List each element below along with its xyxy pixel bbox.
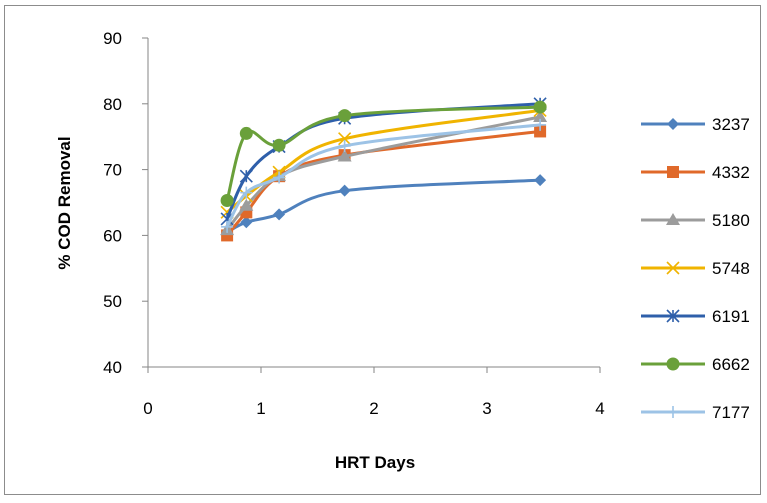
legend-label: 5748 [712, 259, 750, 278]
legend-marker [666, 213, 680, 225]
y-tick-label: 80 [103, 95, 122, 114]
y-axis-title: % COD Removal [55, 136, 74, 269]
legend-entry-4332: 4332 [641, 163, 750, 182]
legend-marker [666, 357, 680, 371]
data-point [534, 118, 547, 131]
legend-label: 7177 [712, 403, 750, 422]
x-tick-label: 4 [595, 399, 604, 418]
data-point [534, 125, 547, 138]
series-line [226, 178, 541, 234]
legend-label: 6662 [712, 355, 750, 374]
data-point [221, 220, 234, 233]
data-point [239, 198, 254, 211]
legend-label: 4332 [712, 163, 750, 182]
legend: 3237 4332 5180 5748 6191 6662 7177 [641, 115, 750, 422]
data-point [239, 169, 253, 183]
data-point [534, 174, 547, 187]
data-point [273, 208, 286, 221]
data-point [533, 109, 548, 122]
series-3237 [221, 174, 547, 239]
legend-marker [667, 166, 679, 178]
legend-entry-5180: 5180 [641, 211, 750, 230]
y-tick-label: 90 [103, 29, 122, 48]
legend-marker [666, 261, 680, 275]
legend-entry-6662: 6662 [641, 355, 750, 374]
data-point [338, 184, 351, 197]
series-line [225, 102, 541, 220]
legend-label: 5180 [712, 211, 750, 230]
legend-entry-7177: 7177 [641, 403, 750, 422]
legend-marker [666, 309, 680, 323]
legend-entry-3237: 3237 [641, 115, 750, 134]
series-5748 [220, 103, 547, 219]
x-tick-label: 0 [143, 399, 152, 418]
series-line [225, 123, 541, 228]
axes: 40 50 60 70 80 90 0 1 2 3 4 [103, 29, 605, 418]
series-6662 [220, 100, 547, 208]
legend-marker [667, 118, 679, 130]
legend-entry-6191: 6191 [641, 307, 750, 326]
data-point [272, 138, 286, 152]
legend-marker [667, 406, 679, 418]
legend-label: 6191 [712, 307, 750, 326]
x-tick-label: 2 [369, 399, 378, 418]
data-point [338, 109, 352, 123]
data-point [240, 216, 253, 229]
data-point [239, 126, 253, 140]
series-7177 [221, 118, 547, 233]
y-tick-label: 40 [103, 358, 122, 377]
legend-entry-5748: 5748 [641, 259, 750, 278]
x-tick-label: 3 [482, 399, 491, 418]
x-tick-label: 1 [256, 399, 265, 418]
data-point [220, 194, 234, 208]
y-tick-label: 70 [103, 161, 122, 180]
chart-frame [4, 5, 761, 495]
y-tick-label: 60 [103, 226, 122, 245]
y-tick-label: 50 [103, 292, 122, 311]
legend-label: 3237 [712, 115, 750, 134]
data-point [338, 139, 351, 152]
data-point [240, 186, 253, 199]
data-point [337, 149, 352, 162]
x-axis-title: HRT Days [335, 453, 415, 472]
series-line [225, 105, 541, 201]
series-layer [220, 97, 548, 242]
data-point [533, 100, 547, 114]
data-point [338, 132, 352, 146]
data-point [273, 171, 286, 184]
